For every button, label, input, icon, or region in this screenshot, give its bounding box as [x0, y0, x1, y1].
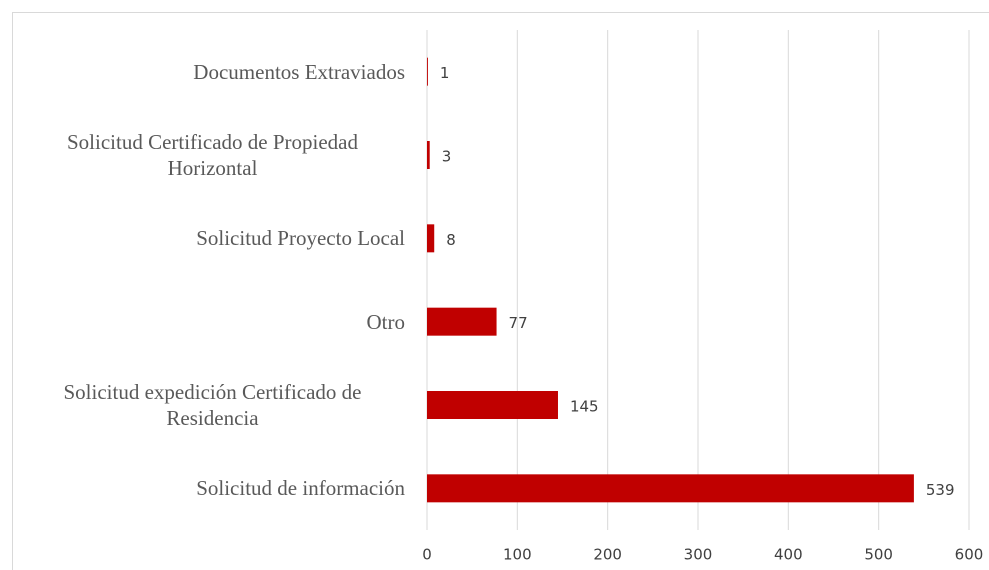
- bar: [427, 391, 558, 419]
- data-label: 1: [440, 64, 450, 82]
- bar: [427, 141, 430, 169]
- category-label: Documentos Extraviados: [193, 59, 405, 84]
- category-label: Solicitud Certificado de Propiedad Horiz…: [66, 130, 359, 180]
- bar: [427, 474, 914, 503]
- data-label: 77: [509, 314, 528, 332]
- chart-frame: [12, 12, 989, 570]
- bar: [427, 57, 428, 86]
- data-label: 8: [446, 231, 456, 249]
- x-tick-label: 500: [864, 546, 893, 564]
- x-tick-label: 400: [774, 546, 803, 564]
- x-tick-label: 200: [593, 546, 622, 564]
- x-tick-label: 300: [684, 546, 713, 564]
- data-label: 145: [570, 398, 599, 416]
- category-label: Solicitud expedición Certificado de Resi…: [63, 380, 362, 430]
- data-label: 3: [442, 148, 452, 166]
- bar: [427, 307, 497, 336]
- x-tick-label: 100: [503, 546, 532, 564]
- data-label: 539: [926, 481, 955, 499]
- category-label: Solicitud Proyecto Local: [196, 226, 405, 251]
- x-tick-label: 0: [422, 546, 432, 564]
- x-tick-label: 600: [955, 546, 984, 564]
- category-label: Solicitud de información: [196, 476, 405, 501]
- category-label: Otro: [366, 309, 406, 334]
- bar: [427, 224, 435, 253]
